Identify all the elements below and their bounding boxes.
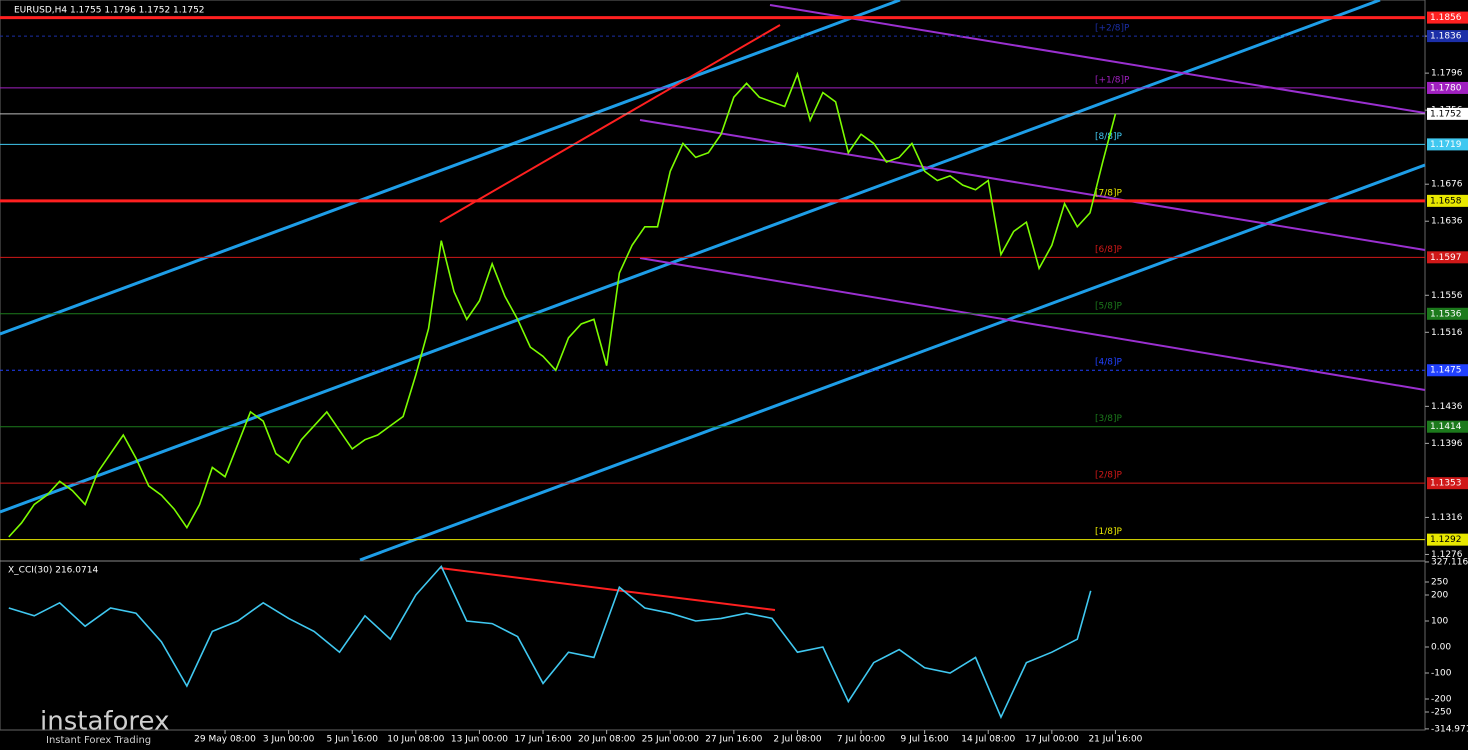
y-tick-label: 1.1516: [1431, 328, 1463, 338]
level-label: 1.1856: [1430, 13, 1462, 23]
y-tick-label: 0.00: [1431, 643, 1451, 653]
x-tick-label: 13 Jun 00:00: [451, 735, 508, 745]
murray-tag: [3/8]P: [1095, 414, 1123, 424]
level-box: [1427, 11, 1468, 24]
level-box: [1427, 251, 1468, 264]
level-box: [1427, 194, 1468, 207]
level-box: [1427, 420, 1468, 433]
watermark: instaforex: [40, 707, 169, 737]
level-label: 1.1780: [1430, 83, 1462, 93]
x-tick-label: 2 Jul 08:00: [773, 735, 822, 745]
level-label: 1.1719: [1430, 140, 1462, 150]
level-label: 1.1292: [1430, 535, 1462, 545]
x-tick-label: 29 May 08:00: [194, 735, 256, 745]
y-tick-label: 200: [1431, 591, 1448, 601]
murray-tag: [2/8]P: [1095, 471, 1123, 481]
y-tick-label: 100: [1431, 617, 1448, 627]
y-tick-label: -200: [1431, 695, 1452, 705]
indicator-title: X_CCI(30) 216.0714: [8, 566, 98, 576]
level-box: [1427, 81, 1468, 94]
y-tick-label: -100: [1431, 669, 1452, 679]
level-box: [1427, 533, 1468, 546]
level-box: [1427, 307, 1468, 320]
level-box: [1427, 364, 1468, 377]
y-tick-label: 1.1396: [1431, 439, 1463, 449]
x-tick-label: 21 Jul 16:00: [1088, 735, 1142, 745]
trend-channel: [639, 119, 1426, 251]
x-tick-label: 7 Jul 00:00: [837, 735, 886, 745]
level-box: [1427, 477, 1468, 490]
price-line: [8, 71, 1117, 538]
divergence-line: [439, 567, 776, 611]
trend-channel: [769, 4, 1426, 114]
x-tick-label: 14 Jul 08:00: [961, 735, 1015, 745]
chart-title: EURUSD,H4 1.1755 1.1796 1.1752 1.1752: [14, 6, 205, 16]
x-tick-label: 17 Jul 00:00: [1025, 735, 1079, 745]
y-tick-label: 1.1676: [1431, 180, 1463, 190]
murray-tag: [1/8]P: [1095, 527, 1123, 537]
current-price-box: [1427, 107, 1468, 120]
murray-tag: [+2/8]P: [1095, 24, 1130, 34]
y-tick-label: 327.116: [1431, 557, 1468, 567]
murray-tag: [6/8]P: [1095, 245, 1123, 255]
level-label: 1.1475: [1430, 366, 1462, 376]
x-tick-label: 25 Jun 00:00: [642, 735, 699, 745]
level-label: 1.1658: [1430, 196, 1462, 206]
y-tick-label: 1.1636: [1431, 217, 1463, 227]
level-label: 1.1353: [1430, 479, 1462, 489]
level-label: 1.1836: [1430, 32, 1462, 42]
murray-tag: [7/8]P: [1095, 188, 1123, 198]
x-tick-label: 10 Jun 08:00: [387, 735, 444, 745]
trend-channel: [639, 257, 1426, 391]
trend-channel: [359, 163, 1426, 562]
x-tick-label: 3 Jun 00:00: [263, 735, 315, 745]
current-price-label: 1.1752: [1430, 109, 1462, 119]
trend-channel: [0, 0, 901, 336]
level-label: 1.1414: [1430, 422, 1462, 432]
level-box: [1427, 30, 1468, 43]
x-tick-label: 20 Jun 08:00: [578, 735, 635, 745]
trend-line: [439, 24, 781, 223]
level-box: [1427, 138, 1468, 151]
plot-frame: [0, 0, 1426, 731]
murray-tag: [4/8]P: [1095, 358, 1123, 368]
murray-tag: [+1/8]P: [1095, 75, 1130, 85]
y-tick-label: -250: [1431, 708, 1452, 718]
y-tick-label: 1.1276: [1431, 550, 1463, 560]
level-label: 1.1536: [1430, 309, 1462, 319]
y-tick-label: 1.1556: [1431, 291, 1463, 301]
y-tick-label: -314.971: [1431, 724, 1468, 734]
level-label: 1.1597: [1430, 253, 1462, 263]
x-tick-label: 17 Jun 16:00: [514, 735, 571, 745]
y-tick-label: 1.1436: [1431, 402, 1463, 412]
murray-tag: [5/8]P: [1095, 301, 1123, 311]
price-line: [8, 564, 1092, 720]
y-tick-label: 1.1316: [1431, 513, 1463, 523]
x-tick-label: 9 Jul 16:00: [901, 735, 950, 745]
watermark-slogan: Instant Forex Trading: [46, 735, 151, 746]
y-tick-label: 250: [1431, 578, 1448, 588]
x-tick-label: 27 Jun 16:00: [705, 735, 762, 745]
x-tick-label: 5 Jun 16:00: [327, 735, 379, 745]
y-tick-label: 1.1796: [1431, 69, 1463, 79]
